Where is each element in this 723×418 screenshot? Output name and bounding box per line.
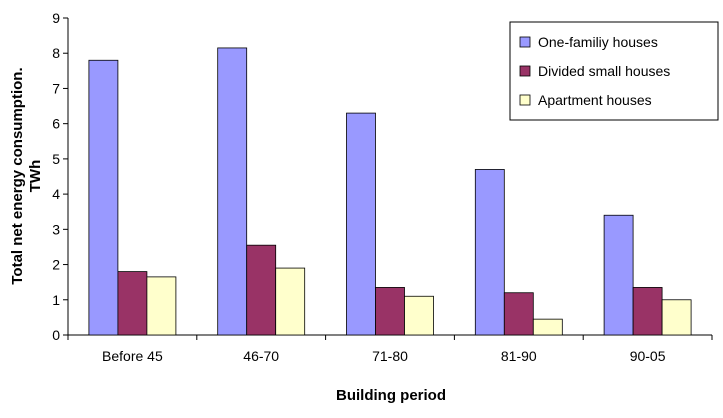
y-tick-label: 4 [52, 186, 60, 202]
bar [117, 271, 148, 336]
bar [146, 276, 177, 336]
x-axis-label: Building period [336, 387, 446, 404]
bar [346, 112, 376, 336]
bar [217, 47, 248, 336]
x-tick-label: 71-80 [372, 348, 408, 364]
bar [246, 244, 277, 336]
y-tick-label: 7 [52, 80, 60, 96]
x-tick-label: Before 45 [102, 348, 163, 364]
bar [88, 59, 119, 336]
y-tick-label: 9 [52, 10, 60, 26]
y-tick-label: 0 [52, 327, 60, 343]
bar [603, 214, 634, 336]
y-tick-label: 2 [52, 257, 60, 273]
bar [661, 299, 692, 336]
bar [275, 267, 306, 336]
x-tick-label: 81-90 [501, 348, 537, 364]
legend-swatch [519, 94, 531, 106]
legend-label: Divided small houses [538, 63, 670, 79]
bar [375, 287, 405, 336]
bar [532, 318, 563, 336]
y-axis-label-line1: Total net energy consumption. [9, 67, 26, 284]
x-tick-label: 46-70 [243, 348, 279, 364]
y-tick-label: 6 [52, 116, 60, 132]
bar [632, 287, 663, 336]
bar [503, 292, 534, 336]
x-tick-label: 90-05 [630, 348, 666, 364]
legend-label: One-familiy houses [538, 34, 658, 50]
plot-area: 0 1 2 3 4 5 6 7 8 9 Before 45 46-70 71-80 81-90 90-05 [52, 10, 713, 364]
legend-swatch [519, 65, 531, 77]
legend-swatch [519, 36, 531, 48]
y-tick-label: 8 [52, 45, 60, 61]
y-tick-label: 3 [52, 221, 60, 237]
y-axis-label-line2: TWh [27, 160, 44, 192]
legend-box [509, 21, 719, 121]
bar [404, 295, 434, 336]
legend: One-familiy houses Divided small houses Ap… [509, 21, 719, 121]
y-tick-label: 5 [52, 151, 60, 167]
legend-label: Apartment houses [538, 92, 652, 108]
bar [474, 169, 505, 336]
y-tick-label: 1 [52, 292, 60, 308]
